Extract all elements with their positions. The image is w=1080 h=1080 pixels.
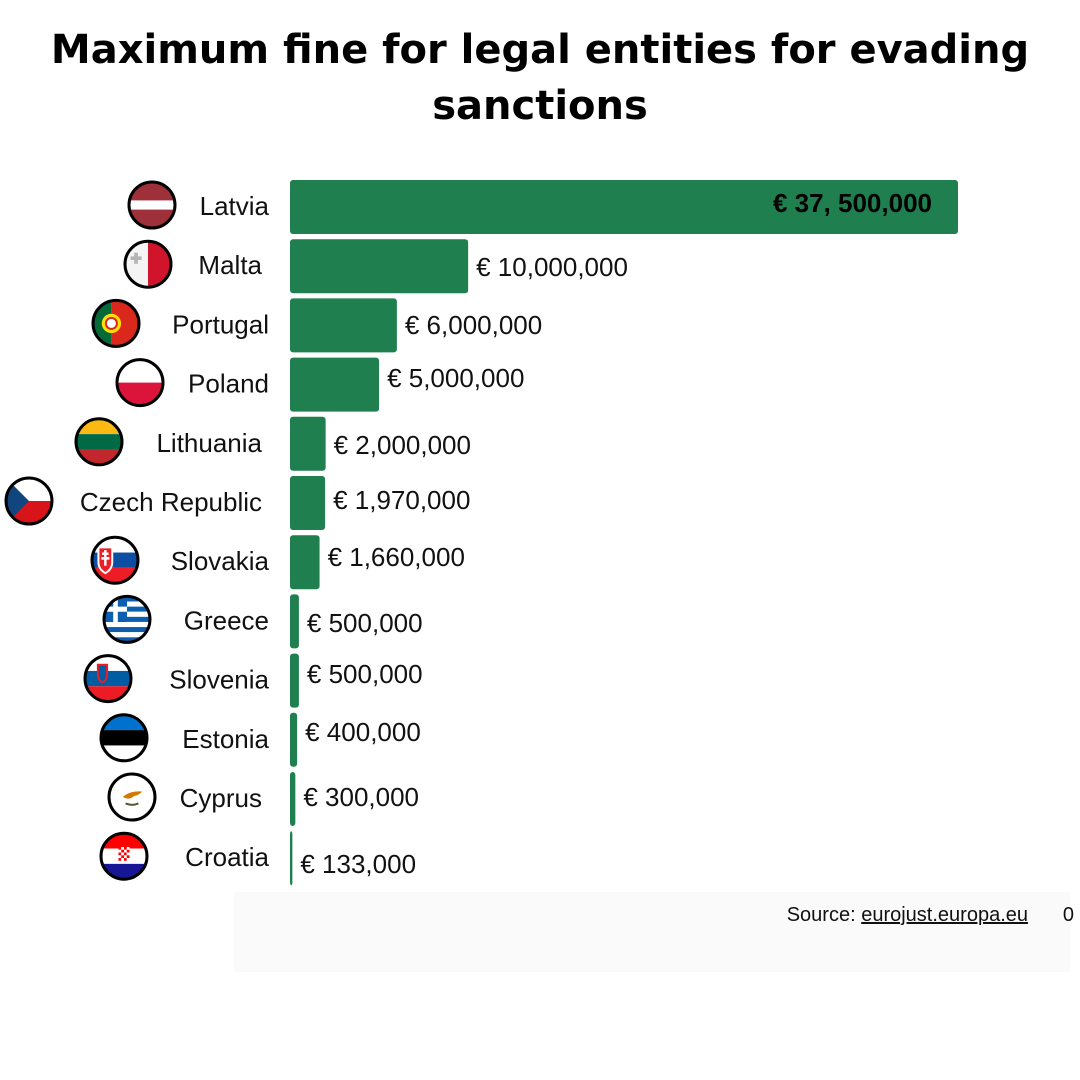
country-label: Cyprus: [180, 783, 262, 813]
bar-row: Portugal € 6,000,000: [91, 298, 542, 353]
source-link[interactable]: eurojust.europa.eu: [861, 904, 1028, 926]
value-label: € 1,970,000: [333, 485, 470, 515]
bar: [290, 712, 298, 767]
bar-row: Latvia € 37, 500,000: [127, 180, 958, 234]
country-label: Croatia: [185, 842, 269, 872]
bar-row: Slovenia € 500,000: [83, 653, 423, 708]
country-label: Estonia: [182, 724, 269, 754]
bar: [290, 239, 469, 294]
bar: [290, 772, 296, 826]
value-label: € 1,660,000: [328, 542, 465, 572]
bar: [290, 180, 958, 234]
country-label: Greece: [184, 605, 269, 635]
estonia-flag-icon: [99, 713, 149, 763]
bar-row: Lithuania € 2,000,000: [74, 416, 471, 471]
value-label: € 5,000,000: [387, 363, 524, 393]
bar-row: Estonia € 400,000: [99, 712, 421, 767]
bar: [290, 357, 380, 412]
value-label: € 10,000,000: [476, 252, 628, 282]
slovenia-flag-icon: [83, 654, 133, 704]
value-label: € 2,000,000: [334, 430, 471, 460]
bar-row: Croatia € 133,000: [99, 831, 416, 886]
source-trailing-glyph: 0: [1062, 904, 1074, 926]
country-label: Poland: [188, 369, 269, 399]
portugal-flag-icon: [91, 298, 141, 348]
bar-row: Malta € 10,000,000: [123, 239, 628, 294]
bar: [290, 653, 299, 708]
bar-row: Greece € 500,000: [102, 594, 423, 649]
bar: [290, 594, 299, 649]
bar: [290, 831, 293, 886]
country-label: Portugal: [172, 309, 269, 339]
country-label: Slovenia: [169, 665, 269, 695]
value-label: € 300,000: [303, 782, 419, 812]
chart-title: Maximum fine for legal entities for evad…: [50, 27, 1030, 129]
slovakia-flag-icon: [90, 535, 140, 585]
value-label: € 500,000: [307, 659, 423, 689]
malta-flag-icon: [123, 239, 173, 289]
country-label: Lithuania: [156, 428, 262, 458]
bar: [290, 298, 397, 353]
bar-row: Cyprus € 300,000: [107, 772, 419, 826]
country-label: Latvia: [200, 191, 270, 221]
country-label: Czech Republic: [80, 487, 262, 517]
value-label: € 500,000: [307, 608, 423, 638]
bar-row: Slovakia € 1,660,000: [90, 535, 465, 590]
value-label: € 400,000: [305, 717, 421, 747]
bar-row: Poland € 5,000,000: [115, 357, 524, 412]
bar-row: Czech Republic € 1,970,000: [4, 476, 470, 530]
value-label: € 6,000,000: [405, 310, 542, 340]
bar: [290, 416, 326, 471]
greece-flag-icon: [102, 594, 152, 644]
source-prefix: Source:: [786, 904, 856, 926]
source-panel: Source: eurojust.europa.eu 0: [234, 892, 1074, 972]
country-label: Malta: [198, 250, 262, 280]
bar: [290, 535, 320, 590]
czech-republic-flag-icon: [4, 476, 54, 526]
poland-flag-icon: [115, 358, 165, 408]
source-credit: Source: eurojust.europa.eu: [787, 904, 1028, 927]
bar-chart: Latvia € 37, 500,000 Malta € 10,000,000 Port…: [4, 180, 958, 886]
croatia-flag-icon: [99, 831, 149, 881]
cyprus-flag-icon: [107, 772, 157, 822]
value-label: € 37, 500,000: [773, 188, 932, 218]
bar: [290, 476, 326, 530]
lithuania-flag-icon: [74, 417, 124, 467]
country-label: Slovakia: [171, 546, 270, 576]
latvia-flag-icon: [127, 180, 177, 230]
value-label: € 133,000: [300, 849, 416, 879]
